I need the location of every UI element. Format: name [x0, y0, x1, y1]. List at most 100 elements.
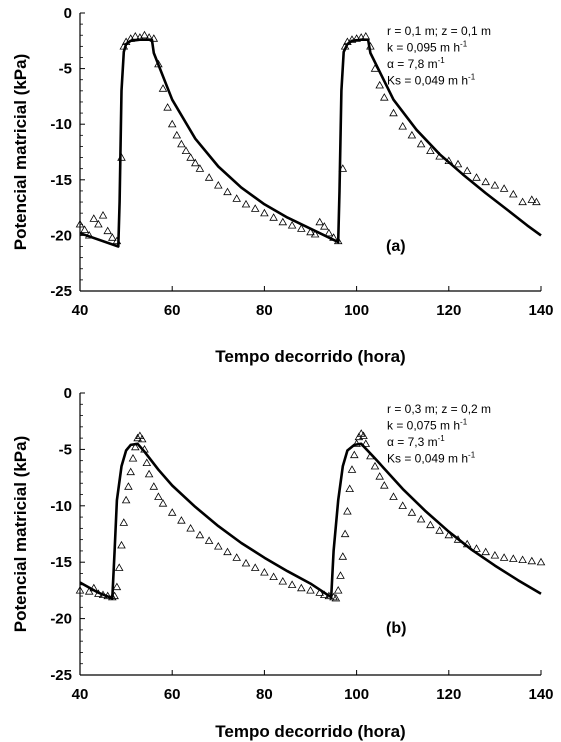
observed-point-triangle	[142, 458, 152, 466]
observed-point-triangle	[398, 501, 407, 509]
y-tick-label: -15	[50, 554, 72, 571]
observed-point-triangle	[343, 506, 352, 515]
observed-point-triangle	[131, 442, 140, 451]
observed-point-triangle	[177, 516, 186, 524]
x-tick-label: 120	[436, 686, 461, 703]
y-tick-label: -20	[50, 227, 72, 244]
observed-point-triangle	[110, 591, 119, 600]
observed-point-triangle	[260, 208, 269, 217]
observed-point-triangle	[84, 230, 94, 239]
observed-point-triangle	[250, 563, 260, 571]
y-tick-label: 0	[64, 385, 72, 402]
observed-point-triangle	[98, 590, 108, 598]
parameter-annotation: r = 0,1 m; z = 0,1 m	[387, 24, 491, 38]
parameter-annotation: Ks = 0,049 m h-1	[387, 451, 476, 466]
observed-point-triangle	[426, 520, 435, 529]
observed-point-triangle	[481, 177, 490, 186]
observed-point-triangle	[108, 592, 117, 601]
observed-point-triangle	[241, 558, 251, 567]
y-tick-label: -20	[50, 611, 72, 628]
observed-point-triangle	[287, 580, 297, 588]
observed-point-triangle	[444, 156, 454, 164]
observed-point-triangle	[518, 555, 527, 563]
observed-point-triangle	[94, 219, 103, 228]
observed-point-triangle	[135, 431, 145, 439]
observed-point-triangle	[333, 585, 343, 594]
y-tick-label: -15	[50, 172, 72, 189]
observed-point-triangle	[350, 450, 359, 459]
observed-point-triangle	[336, 571, 345, 579]
observed-point-triangle	[509, 189, 518, 198]
x-tick-label: 40	[72, 302, 89, 319]
observed-point-triangle	[453, 535, 463, 543]
observed-point-triangle	[329, 233, 338, 241]
observed-point-triangle	[416, 139, 426, 148]
observed-point-triangle	[112, 236, 122, 245]
observed-point-triangle	[462, 539, 472, 548]
observed-point-triangle	[121, 495, 131, 504]
observed-point-triangle	[532, 197, 541, 206]
y-tick-label: -5	[59, 61, 72, 78]
observed-point-triangle	[472, 544, 481, 552]
observed-point-triangle	[453, 159, 463, 168]
annotation-superscript: -1	[468, 451, 476, 460]
observed-point-triangle	[103, 226, 112, 235]
y-tick-label: 0	[64, 5, 72, 22]
observed-point-triangle	[499, 553, 509, 561]
observed-point-triangle	[370, 461, 380, 470]
observed-point-triangle	[186, 153, 195, 161]
observed-point-triangle	[140, 30, 149, 39]
annotation-superscript: -1	[460, 40, 468, 49]
y-axis-label: Potencial matricial (kPa)	[11, 436, 30, 633]
annotation-superscript: -1	[460, 418, 468, 427]
parameter-annotation: k = 0,095 m h-1	[387, 40, 468, 55]
x-tick-label: 100	[344, 686, 369, 703]
observed-point-triangle	[131, 31, 140, 40]
observed-point-triangle	[462, 166, 472, 174]
observed-point-triangle	[324, 228, 334, 237]
observed-point-triangle	[108, 233, 117, 241]
observed-point-triangle	[389, 492, 398, 500]
observed-point-triangle	[167, 119, 177, 128]
observed-point-triangle	[144, 469, 154, 478]
observed-point-triangle	[375, 472, 384, 480]
observed-point-triangle	[80, 225, 89, 233]
observed-point-triangle	[407, 130, 417, 139]
y-tick-label: -5	[59, 441, 72, 458]
observed-point-triangle	[167, 508, 177, 516]
observed-point-triangle	[310, 229, 320, 238]
observed-point-triangle	[117, 153, 126, 161]
observed-point-triangle	[398, 121, 407, 130]
y-tick-label: -25	[50, 667, 72, 684]
observed-point-triangle	[329, 592, 338, 601]
observed-point-triangle	[320, 222, 329, 230]
observed-point-triangle	[518, 197, 527, 206]
observed-point-triangle	[181, 146, 191, 154]
observed-point-triangle	[269, 213, 278, 221]
observed-point-triangle	[158, 499, 168, 507]
panel-label: (a)	[386, 238, 406, 255]
observed-point-triangle	[380, 481, 389, 489]
observed-point-triangle	[297, 583, 306, 592]
observed-point-triangle	[366, 41, 375, 50]
x-tick-label: 100	[344, 302, 369, 319]
observed-point-triangle	[89, 214, 99, 222]
observed-point-triangle	[347, 465, 357, 473]
observed-point-triangle	[490, 550, 500, 559]
observed-point-triangle	[154, 492, 163, 500]
observed-point-triangle	[191, 158, 200, 167]
observed-point-triangle	[380, 93, 389, 101]
x-tick-label: 80	[256, 686, 273, 703]
observed-point-triangle	[89, 583, 99, 592]
parameter-annotation: Ks = 0,049 m h-1	[387, 73, 476, 88]
observed-point-triangle	[536, 557, 546, 566]
observed-point-triangle	[331, 593, 341, 602]
observed-point-triangle	[306, 585, 315, 594]
observed-point-triangle	[204, 536, 214, 544]
observed-point-triangle	[345, 484, 354, 492]
observed-point-triangle	[324, 591, 334, 600]
observed-point-triangle	[306, 227, 315, 236]
x-axis-label: Tempo decorrido (hora)	[215, 347, 405, 366]
observed-point-triangle	[407, 508, 417, 516]
